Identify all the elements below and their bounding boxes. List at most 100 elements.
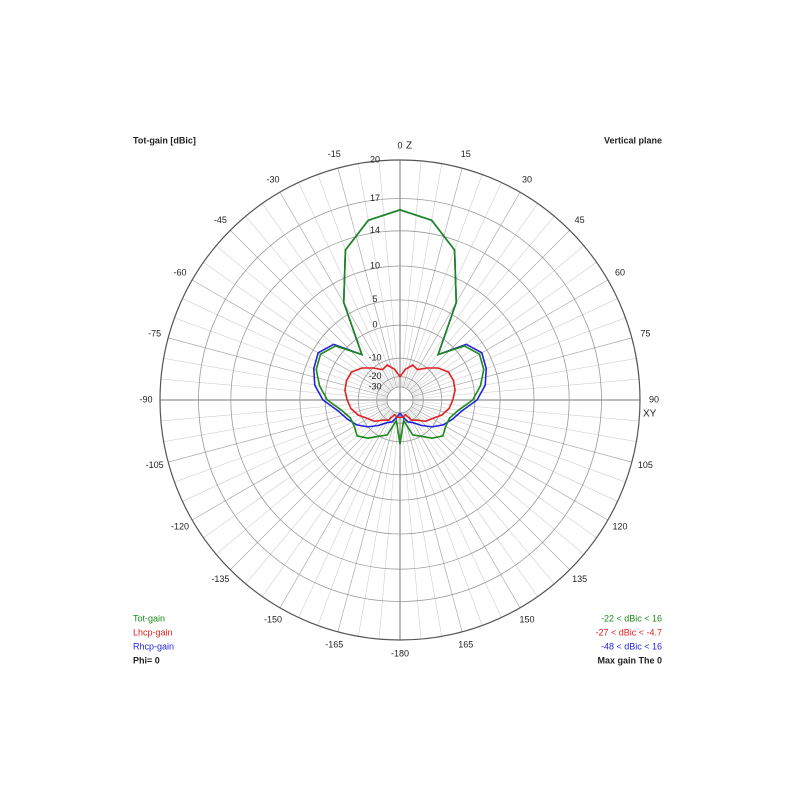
minor-spoke — [405, 411, 502, 618]
spoke — [411, 406, 609, 521]
minor-spoke — [401, 163, 442, 388]
spoke — [411, 279, 609, 394]
r-tick-label: -30 — [368, 381, 381, 391]
chart-subtitle: Vertical plane — [604, 135, 662, 145]
spoke — [408, 230, 570, 392]
legend-label: Tot-gain — [133, 613, 165, 623]
minor-spoke — [400, 160, 422, 388]
minor-spoke — [245, 215, 392, 391]
ring — [159, 159, 641, 641]
theta-tick-label: -75 — [148, 329, 161, 339]
minor-spoke — [408, 409, 555, 585]
range-label: -22 < dBic < 16 — [601, 613, 662, 623]
minor-spoke — [378, 412, 400, 640]
minor-spoke — [215, 408, 391, 555]
spoke — [412, 403, 632, 463]
max-gain-label: Max gain The 0 — [597, 655, 662, 665]
theta-tick-label: -165 — [325, 640, 343, 650]
spoke — [279, 411, 394, 609]
minor-spoke — [407, 203, 538, 390]
minor-spoke — [412, 358, 637, 399]
minor-spoke — [408, 215, 555, 391]
pattern-line — [344, 364, 456, 423]
minor-spoke — [163, 401, 388, 442]
minor-spoke — [412, 317, 626, 396]
spoke — [230, 408, 392, 570]
pattern-line — [315, 209, 485, 445]
theta-tick-label: -105 — [146, 460, 164, 470]
spoke — [403, 412, 463, 632]
ring — [324, 324, 476, 476]
minor-spoke — [317, 174, 396, 388]
spoke — [337, 412, 397, 632]
ring — [299, 299, 501, 501]
chart-title: Tot-gain [dBic] — [133, 135, 196, 145]
minor-spoke — [245, 409, 392, 585]
minor-spoke — [358, 412, 399, 637]
r-tick-label: 10 — [370, 260, 380, 270]
minor-spoke — [412, 378, 640, 400]
theta-tick-label: -180 — [391, 648, 409, 658]
r-tick-label: -20 — [368, 371, 381, 381]
theta-tick-label: 30 — [522, 174, 532, 184]
legend-label: Lhcp-gain — [133, 627, 173, 637]
minor-spoke — [215, 245, 391, 392]
minor-spoke — [404, 412, 483, 626]
minor-spoke — [298, 182, 395, 389]
theta-tick-label: 135 — [572, 574, 587, 584]
r-tick-label: 5 — [372, 294, 377, 304]
minor-spoke — [203, 407, 390, 538]
range-label: -27 < dBic < -4.7 — [595, 627, 662, 637]
spoke — [168, 337, 388, 397]
theta-tick-label: 120 — [612, 521, 627, 531]
minor-spoke — [407, 410, 538, 597]
minor-spoke — [160, 378, 388, 400]
theta-tick-label: -60 — [174, 267, 187, 277]
minor-spoke — [410, 262, 597, 393]
minor-spoke — [358, 163, 399, 388]
spoke — [230, 230, 392, 392]
minor-spoke — [378, 160, 400, 388]
minor-spoke — [182, 405, 389, 502]
zenith-label: Z — [406, 141, 412, 152]
spoke — [403, 168, 463, 388]
minor-spoke — [317, 412, 396, 626]
minor-spoke — [203, 262, 390, 393]
r-tick-label: -10 — [368, 353, 381, 363]
minor-spoke — [412, 404, 626, 483]
spoke — [408, 408, 570, 570]
ring — [265, 265, 535, 535]
theta-tick-label: -45 — [214, 215, 227, 225]
ring — [230, 230, 570, 570]
theta-tick-label: 75 — [640, 329, 650, 339]
r-tick-label: 14 — [370, 225, 380, 235]
theta-tick-label: 165 — [458, 640, 473, 650]
r-tick-label: 20 — [370, 154, 380, 164]
theta-tick-label: -120 — [171, 521, 189, 531]
minor-spoke — [405, 182, 502, 389]
minor-spoke — [163, 358, 388, 399]
spoke — [406, 411, 521, 609]
theta-tick-label: 105 — [638, 460, 653, 470]
minor-spoke — [409, 408, 585, 555]
spoke — [412, 337, 632, 397]
minor-spoke — [174, 404, 388, 483]
spoke — [406, 191, 521, 389]
spoke — [191, 406, 389, 521]
ring — [198, 198, 602, 602]
spoke — [168, 403, 388, 463]
theta-tick-label: 15 — [461, 149, 471, 159]
phi-label: Phi= 0 — [133, 655, 160, 665]
theta-tick-label: -15 — [328, 149, 341, 159]
minor-spoke — [411, 405, 618, 502]
minor-spoke — [410, 407, 597, 538]
theta-tick-label: -90 — [139, 394, 152, 404]
horizon-label: XY — [643, 409, 657, 420]
minor-spoke — [174, 317, 388, 396]
spoke — [191, 279, 389, 394]
minor-spoke — [401, 412, 442, 637]
theta-tick-label: 90 — [649, 394, 659, 404]
theta-tick-label: 0 — [397, 140, 402, 150]
minor-spoke — [412, 401, 637, 442]
